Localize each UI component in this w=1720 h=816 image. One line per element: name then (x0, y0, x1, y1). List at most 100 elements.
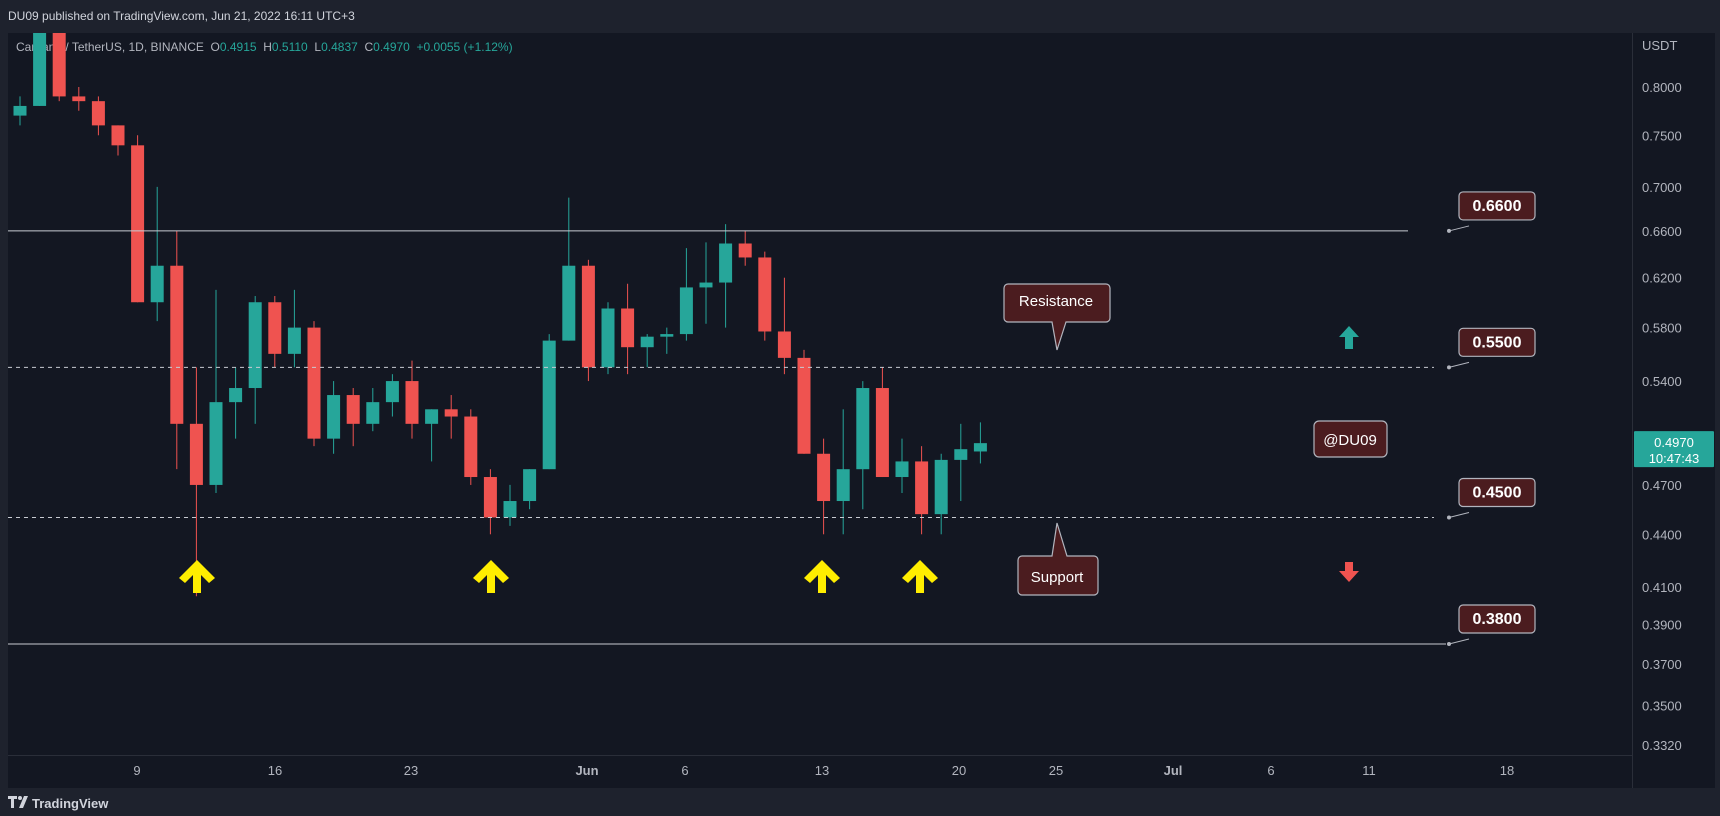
price-label-pointer (1448, 225, 1470, 232)
price-tick-label: 0.5800 (1642, 321, 1682, 336)
candle-body (542, 340, 556, 470)
price-label-text: 0.6600 (1473, 198, 1522, 215)
candle-body (33, 33, 47, 106)
price-unit: USDT (1642, 38, 1678, 53)
candle-body (13, 105, 27, 116)
candle-body (131, 145, 145, 303)
price-tick-label: 0.4400 (1642, 527, 1682, 542)
candle-body (621, 308, 635, 348)
candle-body (346, 395, 360, 424)
candle-body (581, 265, 595, 368)
time-tick-label: 13 (815, 763, 829, 778)
price-label-box (1458, 191, 1536, 221)
time-tick-label: 16 (268, 763, 282, 778)
candle-body (268, 302, 282, 354)
candle-body (562, 265, 576, 341)
candle-body (836, 469, 850, 502)
high-value: 0.5110 (271, 40, 308, 54)
candle-body (189, 423, 203, 485)
candle-body (91, 101, 105, 126)
current-price-tag (1634, 431, 1714, 468)
price-label-text: 0.3800 (1473, 611, 1522, 628)
price-tick-label: 0.3700 (1642, 657, 1682, 672)
candle-body (444, 409, 458, 417)
candle-body (856, 388, 870, 470)
time-tick-label: 6 (681, 763, 688, 778)
price-label-anchor (1447, 365, 1451, 370)
candle-body (72, 96, 86, 102)
candle-body (209, 402, 223, 485)
candle-body (248, 302, 262, 389)
tradingview-brand[interactable]: TradingView (32, 796, 109, 811)
price-label-box (1458, 327, 1536, 357)
time-tick-label: 23 (404, 763, 418, 778)
open-label: O (210, 40, 220, 54)
price-label-box (1458, 477, 1536, 508)
price-tick-label: 0.6600 (1642, 224, 1682, 239)
publisher-line: DU09 published on TradingView.com, Jun 2… (8, 9, 355, 23)
candle-body (875, 388, 889, 478)
candle-body (483, 477, 497, 518)
time-tick-label: 25 (1049, 763, 1063, 778)
time-axis[interactable] (8, 755, 1632, 789)
candle-countdown: 10:47:43 (1649, 451, 1700, 466)
candle-body (758, 257, 772, 332)
support-callout (1017, 522, 1099, 596)
high-label: H (263, 40, 272, 54)
candles-group (13, 33, 987, 597)
candle-body (503, 501, 517, 518)
low-label: L (314, 40, 322, 54)
candle-body (640, 336, 654, 348)
price-tick-label: 0.6200 (1642, 271, 1682, 286)
open-value: 0.4915 (219, 40, 257, 54)
arrow-down-icon (1339, 562, 1359, 582)
candle-body (287, 327, 301, 354)
support-label: Support (1031, 569, 1084, 586)
time-tick-label: 20 (952, 763, 966, 778)
footer: TradingView (0, 788, 1720, 816)
candle-body (777, 331, 791, 358)
price-tick-label: 0.8000 (1642, 80, 1682, 95)
price-axis[interactable] (1632, 33, 1715, 788)
price-tick-label: 0.3900 (1642, 618, 1682, 633)
candle-body (327, 395, 341, 439)
price-tick-label: 0.7000 (1642, 180, 1682, 195)
price-tick-label: 0.3500 (1642, 698, 1682, 713)
price-tick-label: 0.4100 (1642, 580, 1682, 595)
close-label: C (364, 40, 374, 54)
author-tag-box (1313, 420, 1388, 458)
candle-body (719, 243, 733, 283)
price-tick-label: 0.5400 (1642, 374, 1682, 389)
candle-body (934, 459, 948, 515)
top-bar: DU09 published on TradingView.com, Jun 2… (0, 0, 1720, 33)
price-tick-label: 0.3320 (1642, 738, 1682, 753)
candle-body (523, 469, 537, 502)
candle-body (797, 357, 811, 454)
price-label-pointer (1448, 511, 1470, 518)
author-tag: @DU09 (1323, 432, 1377, 449)
price-label-text: 0.5500 (1473, 334, 1522, 351)
candle-body (111, 125, 125, 146)
price-tick-label: 0.4700 (1642, 478, 1682, 493)
candle-body (405, 381, 419, 424)
time-tick-label: 6 (1267, 763, 1274, 778)
price-tick-label: 0.7500 (1642, 128, 1682, 143)
tradingview-logo-icon (8, 796, 28, 808)
price-label-anchor (1447, 641, 1451, 646)
candle-body (895, 461, 909, 478)
price-label-text: 0.4500 (1473, 484, 1522, 501)
candle-body (385, 381, 399, 403)
candle-body (150, 265, 164, 303)
low-value: 0.4837 (321, 40, 358, 54)
candle-body (915, 461, 929, 515)
chart-pane[interactable] (8, 33, 1632, 788)
resistance-callout (1003, 283, 1111, 351)
arrow-up-icon (1339, 326, 1359, 349)
time-tick-label: 11 (1362, 763, 1376, 778)
candle-body (817, 453, 831, 502)
candle-body (366, 402, 380, 424)
support-arrow-icon (473, 560, 509, 593)
current-price-value: 0.4970 (1654, 435, 1694, 450)
candle-body (307, 327, 321, 439)
